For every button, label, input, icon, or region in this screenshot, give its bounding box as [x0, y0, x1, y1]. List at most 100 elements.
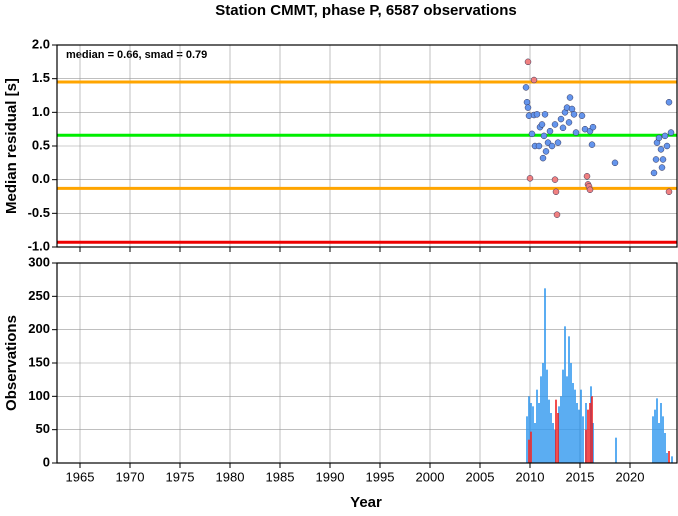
y-axis-label: Median residual [s] [3, 78, 20, 214]
bar [671, 456, 673, 463]
x-tick-label: 1970 [116, 469, 145, 484]
bar [528, 439, 530, 463]
point [568, 105, 576, 113]
point [551, 176, 559, 183]
bar [532, 406, 534, 463]
bar [530, 431, 532, 463]
bar [591, 396, 593, 463]
bar [578, 409, 580, 463]
point [539, 154, 547, 162]
point [570, 111, 578, 118]
plot-frame [56, 44, 678, 248]
point [533, 111, 541, 118]
x-tick-label: 1990 [316, 469, 345, 484]
point [665, 188, 673, 196]
point [542, 148, 550, 155]
bar [654, 409, 656, 463]
y-axis-label: Observations [3, 315, 20, 411]
y-tick-label: 100 [28, 388, 50, 403]
bar [534, 423, 536, 463]
point [658, 164, 666, 171]
x-tick-label: 2020 [616, 469, 645, 484]
bar [572, 383, 574, 463]
bar [590, 386, 592, 463]
x-tick-label: 1965 [66, 469, 95, 484]
bar [536, 389, 538, 463]
point [553, 211, 561, 218]
annotation: median = 0.66, smad = 0.79 [66, 49, 207, 61]
point [540, 132, 548, 140]
bar [550, 413, 552, 463]
y-tick-label: 300 [28, 254, 50, 269]
bar [666, 453, 668, 463]
bar [585, 429, 587, 463]
plot-frame [56, 262, 678, 464]
bar [526, 416, 528, 463]
point [530, 76, 538, 84]
y-tick-label: 200 [28, 321, 50, 336]
bar [668, 451, 670, 463]
bar [546, 369, 548, 463]
bar [552, 423, 554, 463]
bar [582, 416, 584, 463]
point [557, 115, 565, 123]
bar [564, 326, 566, 463]
point [566, 94, 574, 101]
point [652, 156, 660, 163]
x-tick-label: 1995 [366, 469, 395, 484]
point [655, 134, 663, 142]
y-tick-label: 2.0 [32, 36, 50, 51]
y-tick-label: 0.0 [32, 171, 50, 186]
bar [558, 406, 560, 463]
bar [570, 363, 572, 463]
point [524, 104, 532, 111]
bar [562, 369, 564, 463]
y-tick-label: 0.5 [32, 137, 50, 152]
y-tick-label: 150 [28, 354, 50, 369]
bar [576, 403, 578, 463]
point [541, 111, 549, 118]
bar [542, 363, 544, 463]
bar [544, 288, 546, 463]
point [572, 129, 580, 136]
bar [568, 336, 570, 463]
bar [652, 416, 654, 463]
bar [538, 403, 540, 463]
point [667, 129, 675, 136]
x-tick-label: 2000 [416, 469, 445, 484]
bar [560, 396, 562, 463]
point [551, 121, 559, 128]
bar [555, 399, 557, 463]
point [524, 58, 532, 66]
y-tick-label: -1.0 [28, 238, 50, 253]
point [661, 132, 669, 140]
point [578, 112, 586, 119]
point [657, 146, 665, 153]
point [546, 127, 554, 135]
point [538, 121, 546, 128]
bar [566, 376, 568, 463]
y-tick-label: 1.0 [32, 104, 50, 119]
bar [592, 423, 594, 463]
bar [574, 389, 576, 463]
point [522, 84, 530, 91]
bar [658, 423, 660, 463]
bar [587, 409, 589, 463]
point [586, 186, 594, 194]
point [535, 142, 543, 150]
bar [554, 429, 556, 463]
bar [656, 398, 658, 463]
x-axis-label: Year [350, 494, 382, 511]
bar [540, 376, 542, 463]
point [663, 142, 671, 150]
point [611, 159, 619, 167]
point [548, 142, 556, 150]
point [552, 188, 560, 196]
x-tick-label: 2010 [516, 469, 545, 484]
bar [662, 416, 664, 463]
y-tick-label: 0 [43, 454, 50, 469]
y-tick-label: 250 [28, 288, 50, 303]
bar [615, 437, 617, 463]
bar [664, 433, 666, 463]
